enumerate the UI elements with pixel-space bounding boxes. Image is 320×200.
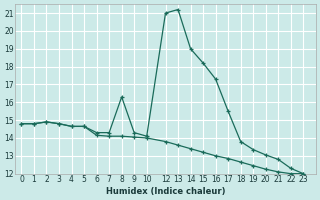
X-axis label: Humidex (Indice chaleur): Humidex (Indice chaleur) xyxy=(106,187,225,196)
